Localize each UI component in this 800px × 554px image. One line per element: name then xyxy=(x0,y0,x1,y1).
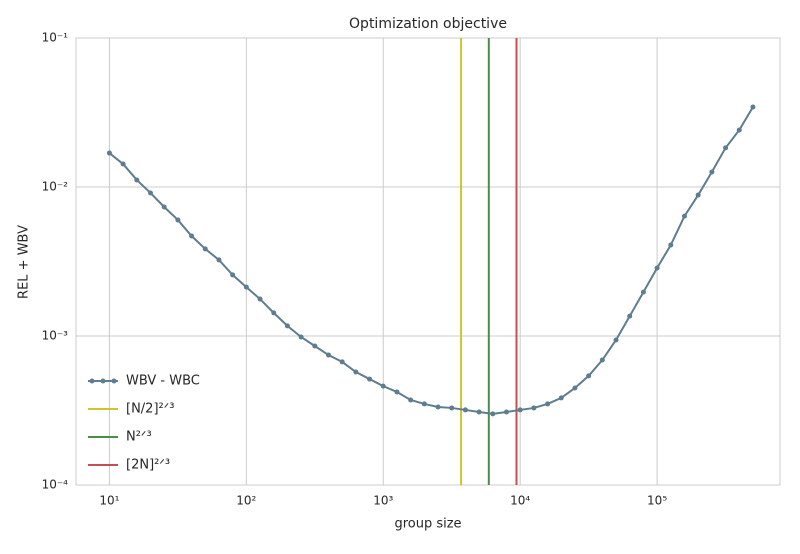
data-point xyxy=(134,177,140,183)
data-point xyxy=(271,310,277,316)
data-point xyxy=(723,145,729,151)
data-point xyxy=(120,161,126,167)
data-point xyxy=(654,265,660,271)
data-point xyxy=(476,409,482,415)
data-point xyxy=(230,272,236,278)
data-point xyxy=(750,104,756,110)
data-point xyxy=(695,192,701,198)
x-tick-label: 10⁴ xyxy=(510,494,530,508)
data-point xyxy=(640,289,646,295)
data-point xyxy=(449,405,455,411)
data-point xyxy=(284,323,290,329)
data-point xyxy=(545,401,551,407)
data-point xyxy=(558,395,564,401)
x-tick-label: 10³ xyxy=(373,494,393,508)
data-point xyxy=(613,337,619,343)
y-tick-label: 10⁻³ xyxy=(42,329,69,343)
data-point xyxy=(216,257,222,263)
data-point xyxy=(599,357,605,363)
legend-label: [2N]²ᐟ³ xyxy=(126,458,170,473)
data-point xyxy=(709,169,715,175)
data-point xyxy=(161,204,167,210)
data-point xyxy=(312,343,318,349)
x-axis-label: group size xyxy=(394,517,461,532)
data-point xyxy=(189,233,195,239)
x-tick-label: 10² xyxy=(236,494,256,508)
legend-label: N²ᐟ³ xyxy=(126,430,152,445)
data-point xyxy=(106,150,112,156)
data-point xyxy=(681,213,687,219)
legend-label: [N/2]²ᐟ³ xyxy=(126,402,174,417)
data-point xyxy=(257,296,263,302)
series-line xyxy=(108,106,754,415)
legend-marker xyxy=(111,378,117,384)
data-point xyxy=(353,369,359,375)
legend-marker xyxy=(89,378,95,384)
data-point xyxy=(462,407,468,413)
data-point xyxy=(421,401,427,407)
y-tick-label: 10⁻² xyxy=(42,180,69,194)
chart-title: Optimization objective xyxy=(349,16,507,32)
plot-frame xyxy=(75,37,781,486)
legend-label: WBV - WBC xyxy=(126,374,200,389)
data-point xyxy=(490,411,496,417)
x-tick-label: 10⁵ xyxy=(647,494,667,508)
x-tick-label: 10¹ xyxy=(99,494,119,508)
data-point xyxy=(627,313,633,319)
data-point xyxy=(408,397,414,403)
data-point xyxy=(503,409,509,415)
data-point xyxy=(298,334,304,340)
data-point xyxy=(202,246,208,252)
legend-marker xyxy=(100,378,106,384)
y-tick-label: 10⁻¹ xyxy=(42,31,69,45)
data-point xyxy=(668,242,674,248)
data-point xyxy=(339,359,345,365)
data-point xyxy=(572,385,578,391)
data-point xyxy=(243,284,249,290)
data-point xyxy=(531,405,537,411)
data-point xyxy=(175,217,181,223)
data-point xyxy=(380,383,386,389)
data-point xyxy=(736,127,742,133)
legend: WBV - WBC [N/2]²ᐟ³ N²ᐟ³ [2N]²ᐟ³ xyxy=(88,374,200,473)
data-point xyxy=(367,376,373,382)
data-point xyxy=(325,352,331,358)
data-point xyxy=(517,407,523,413)
y-tick-label: 10⁻⁴ xyxy=(42,478,69,492)
data-point xyxy=(394,389,400,395)
data-point xyxy=(586,373,592,379)
data-point xyxy=(147,190,153,196)
y-axis-label: REL + WBV xyxy=(17,225,32,299)
data-point xyxy=(435,404,441,410)
